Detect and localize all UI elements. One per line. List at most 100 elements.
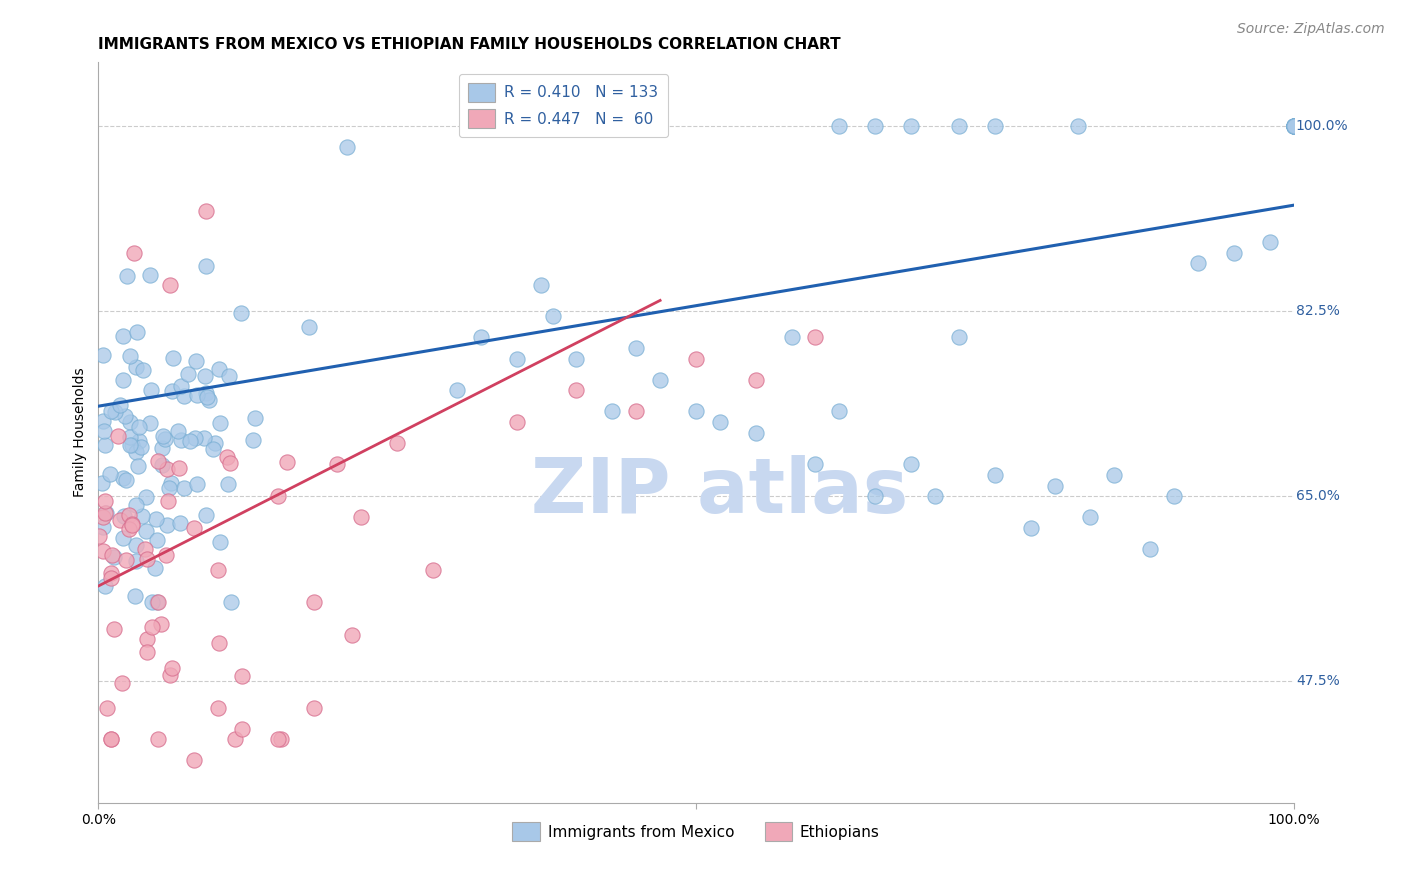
Point [135,645,157,659]
Point [169,516,191,530]
Point [118,430,141,444]
Point [139,416,162,430]
Point [208,636,231,650]
Point [141,383,163,397]
Point [231,669,253,683]
Point [198,392,221,407]
Point [195,508,218,523]
Point [865,119,887,133]
Point [229,306,252,320]
Point [94,507,117,521]
Point [179,434,201,449]
Point [326,458,349,472]
Point [208,361,231,376]
Point [270,732,292,747]
Point [685,404,707,418]
Point [217,476,239,491]
Point [167,461,190,475]
Point [94,506,117,520]
Point [124,538,146,552]
Point [108,513,131,527]
Point [804,458,827,472]
Point [924,489,946,503]
Point [177,367,200,381]
Point [91,476,114,491]
Point [159,277,181,292]
Point [780,330,803,344]
Point [155,548,177,562]
Point [948,119,970,133]
Point [159,475,181,490]
Point [100,404,122,418]
Point [218,369,240,384]
Point [195,203,218,218]
Text: 100.0%: 100.0% [1296,119,1348,133]
Legend: Immigrants from Mexico, Ethiopians: Immigrants from Mexico, Ethiopians [506,816,886,847]
Point [127,459,149,474]
Point [648,373,672,387]
Point [104,405,127,419]
Point [186,388,208,402]
Point [340,628,363,642]
Point [159,667,181,681]
Point [470,330,492,344]
Point [1043,478,1066,492]
Point [128,434,150,448]
Point [984,467,1007,482]
Point [125,498,148,512]
Point [93,520,115,534]
Point [93,414,115,428]
Point [242,433,264,447]
Point [160,384,183,398]
Point [350,510,373,524]
Point [115,473,138,487]
Point [1282,119,1305,133]
Point [132,363,155,377]
Point [336,140,359,154]
Point [302,595,325,609]
Point [93,544,115,558]
Point [1019,521,1042,535]
Point [124,589,146,603]
Point [208,416,231,430]
Point [195,390,218,404]
Point [626,341,648,355]
Point [193,431,215,445]
Point [506,351,529,366]
Point [184,431,207,445]
Point [134,542,156,557]
Point [186,354,208,368]
Point [112,532,135,546]
Point [150,458,173,472]
Point [267,489,290,503]
Point [626,404,648,418]
Point [243,411,266,425]
Point [93,348,115,362]
Point [183,521,205,535]
Point [93,424,115,438]
Point [685,351,707,366]
Point [148,595,170,609]
Point [125,359,148,374]
Point [194,386,217,401]
Point [541,310,564,324]
Point [565,351,588,366]
Point [118,508,141,522]
Point [148,732,170,747]
Point [121,518,143,533]
Point [745,425,768,440]
Point [111,471,134,485]
Point [208,535,231,549]
Point [169,379,191,393]
Point [215,450,238,464]
Point [170,433,193,447]
Text: 82.5%: 82.5% [1296,304,1340,318]
Point [276,454,298,468]
Point [115,553,138,567]
Point [153,433,176,447]
Point [156,517,179,532]
Point [162,351,184,365]
Point [1282,119,1305,133]
Point [1139,541,1161,556]
Point [128,420,150,434]
